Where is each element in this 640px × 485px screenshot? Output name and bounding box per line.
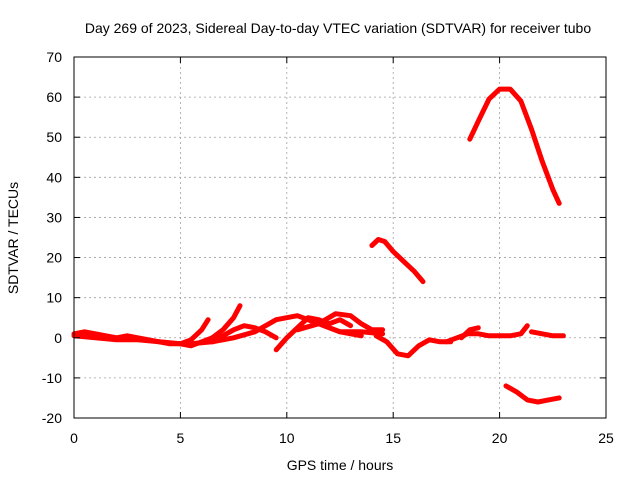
- y-tick-label: -10: [42, 370, 62, 386]
- y-tick-label: -20: [42, 410, 62, 426]
- series-line-trace-n: [503, 383, 562, 405]
- series-line-trace-e: [273, 315, 354, 353]
- y-tick-label: 60: [46, 89, 62, 105]
- x-tick-label: 25: [598, 430, 614, 446]
- x-tick-label: 20: [492, 430, 508, 446]
- series-line-trace-h: [373, 333, 454, 359]
- chart-title: Day 269 of 2023, Sidereal Day-to-day VTE…: [85, 20, 592, 36]
- y-tick-label: 40: [46, 169, 62, 185]
- series-line-trace-m: [467, 86, 562, 206]
- series-line-trace-g: [305, 317, 364, 339]
- axis-ticks: 0 5 10 15 20 25 -20 -10 0 10 20 30 40 50 60 70: [42, 49, 614, 446]
- y-tick-label: 10: [46, 290, 62, 306]
- series-line-trace-k: [529, 329, 566, 339]
- x-tick-label: 0: [70, 430, 78, 446]
- x-tick-label: 5: [177, 430, 185, 446]
- series-line-trace-b: [71, 303, 243, 349]
- x-tick-label: 10: [279, 430, 295, 446]
- x-tick-label: 15: [385, 430, 401, 446]
- plot-frame: [73, 56, 607, 419]
- grid-lines: [74, 57, 606, 418]
- x-axis-label: GPS time / hours: [287, 457, 394, 473]
- series-group: [71, 86, 566, 405]
- y-tick-label: 50: [46, 129, 62, 145]
- series-line-trace-j: [458, 325, 481, 341]
- y-tick-label: 70: [46, 49, 62, 65]
- series-line-trace-l: [369, 237, 426, 285]
- y-axis-label: SDTVAR / TECUs: [5, 182, 21, 294]
- y-tick-label: 0: [54, 330, 62, 346]
- y-tick-label: 20: [46, 250, 62, 266]
- y-tick-label: 30: [46, 209, 62, 225]
